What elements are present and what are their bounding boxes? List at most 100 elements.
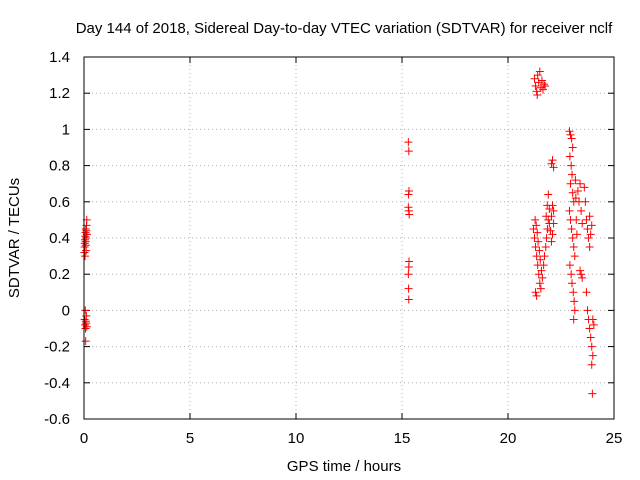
data-point [81,324,90,333]
y-tick-label: 0.8 [49,158,70,175]
data-point [537,266,546,275]
data-points [80,67,598,398]
data-point [576,266,585,275]
data-point [549,163,558,172]
data-point [541,243,550,252]
plot-frame [83,56,615,420]
data-point [531,243,540,252]
data-point [571,176,580,185]
data-point [567,134,576,143]
x-tick-label: 0 [80,430,88,447]
data-point [569,288,578,297]
data-point [404,295,413,304]
data-point [584,234,593,242]
data-point [548,201,557,210]
data-point [405,210,414,219]
data-point [81,306,90,315]
y-tick-label: 1.4 [49,49,70,66]
data-point [531,215,540,224]
data-point [404,284,413,293]
data-point [586,333,595,342]
data-point [549,206,558,215]
data-point [547,237,556,246]
data-point [565,261,574,270]
data-point [533,71,542,80]
data-point [587,360,596,369]
data-point [571,194,580,203]
data-point [538,273,547,282]
data-point [569,315,578,324]
data-point [565,127,574,136]
y-tick-label: -0.6 [44,411,70,428]
data-point [538,85,547,94]
data-point [566,130,575,139]
y-tick-label: -0.2 [44,339,70,356]
data-point [576,179,585,188]
data-point [537,76,546,85]
data-point [546,226,555,235]
data-point [536,83,545,92]
data-point [535,67,544,76]
data-point [580,183,589,192]
data-point [568,234,577,242]
data-point [531,81,540,90]
x-axis-label: GPS time / hours [287,458,401,475]
x-tick-label: 20 [500,430,517,447]
data-point [567,270,576,279]
data-point [569,243,578,252]
data-point [568,170,577,179]
chart-title: Day 144 of 2018, Sidereal Day-to-day VTE… [76,20,613,37]
data-point [573,186,582,195]
data-point [565,206,574,215]
data-point [531,288,540,297]
data-point [588,389,597,398]
data-point [570,252,579,261]
data-point [540,252,549,261]
data-point [82,234,91,242]
data-point [404,190,413,199]
data-point [544,215,553,224]
data-point [535,246,544,255]
data-point [82,319,91,328]
data-point [582,215,591,224]
data-point [589,320,598,329]
data-point [539,261,548,270]
data-point [585,324,594,333]
data-point [548,230,557,239]
data-point [578,273,587,282]
y-tick-label: -0.4 [44,375,70,392]
x-tick-label: 5 [186,430,194,447]
axes: 0 5 10 15 20 25 -0.6 -0.4 -0.2 0 0.2 0.4 0.6 0.8 1 1.2 1… [44,49,622,447]
data-point [568,188,577,197]
data-point [585,212,594,221]
y-axis-label: SDTVAR / TECUs [6,178,23,298]
data-point [570,306,579,315]
data-point [568,279,577,288]
data-point [587,342,596,351]
data-point [404,138,413,147]
data-point [81,252,90,261]
data-point [545,205,554,214]
data-point [536,255,545,264]
data-point [532,252,541,261]
data-point [566,179,575,188]
data-point [577,206,586,215]
data-point [536,284,545,293]
data-point [581,197,590,206]
x-tick-label: 25 [606,430,623,447]
data-point [568,143,577,152]
data-point [547,212,556,221]
data-point [532,291,541,300]
data-point [588,315,597,324]
data-point [535,279,544,288]
data-point [540,80,549,89]
data-point [570,297,579,306]
data-point [577,270,586,279]
data-point [82,246,91,255]
data-point [530,234,539,242]
x-tick-label: 15 [394,430,411,447]
data-point [530,74,539,83]
y-tick-label: 1.2 [49,85,70,102]
y-tick-label: 0.2 [49,266,70,283]
data-point [586,230,595,239]
